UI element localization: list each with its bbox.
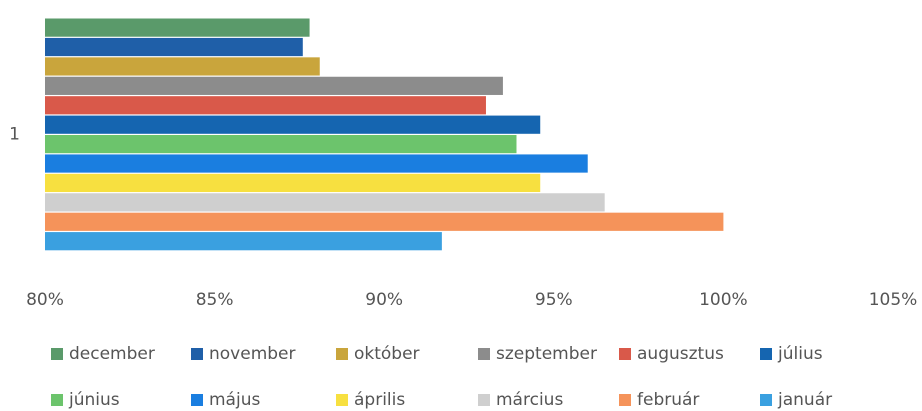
legend-label: május xyxy=(209,390,260,410)
bar xyxy=(45,115,541,134)
legend-label: június xyxy=(68,390,120,410)
legend-swatch xyxy=(51,348,63,360)
legend-swatch xyxy=(619,394,631,406)
bar xyxy=(45,212,724,231)
x-tick-label: 105% xyxy=(869,290,918,310)
legend-label: december xyxy=(69,344,155,364)
legend-label: április xyxy=(354,390,405,410)
bar xyxy=(45,232,442,251)
legend-label: szeptember xyxy=(496,344,597,364)
bar xyxy=(45,37,303,57)
x-tick-label: 90% xyxy=(365,290,403,310)
y-tick-label: 1 xyxy=(9,125,20,145)
bar xyxy=(45,96,486,115)
bar xyxy=(45,193,605,212)
legend-swatch xyxy=(478,394,490,406)
legend-label: július xyxy=(777,344,823,364)
legend-swatch xyxy=(336,394,348,406)
x-tick-label: 100% xyxy=(699,290,748,310)
bar xyxy=(45,18,310,37)
legend-label: november xyxy=(209,344,296,364)
legend-label: március xyxy=(496,390,563,410)
legend-swatch xyxy=(191,394,203,406)
legend-swatch xyxy=(336,348,348,360)
x-tick-label: 80% xyxy=(26,290,64,310)
x-tick-label: 85% xyxy=(196,290,234,310)
legend-swatch xyxy=(760,348,772,360)
bar xyxy=(45,76,503,95)
legend-label: január xyxy=(777,390,832,410)
legend-label: február xyxy=(637,390,699,410)
x-tick-label: 95% xyxy=(535,290,573,310)
legend-swatch xyxy=(760,394,772,406)
legend-swatch xyxy=(51,394,63,406)
bar xyxy=(45,173,541,193)
bar xyxy=(45,135,517,154)
legend-swatch xyxy=(191,348,203,360)
bar xyxy=(45,154,588,173)
legend-label: október xyxy=(354,344,420,364)
legend-swatch xyxy=(619,348,631,360)
legend-label: augusztus xyxy=(637,344,724,364)
legend-swatch xyxy=(478,348,490,360)
bar xyxy=(45,57,320,76)
